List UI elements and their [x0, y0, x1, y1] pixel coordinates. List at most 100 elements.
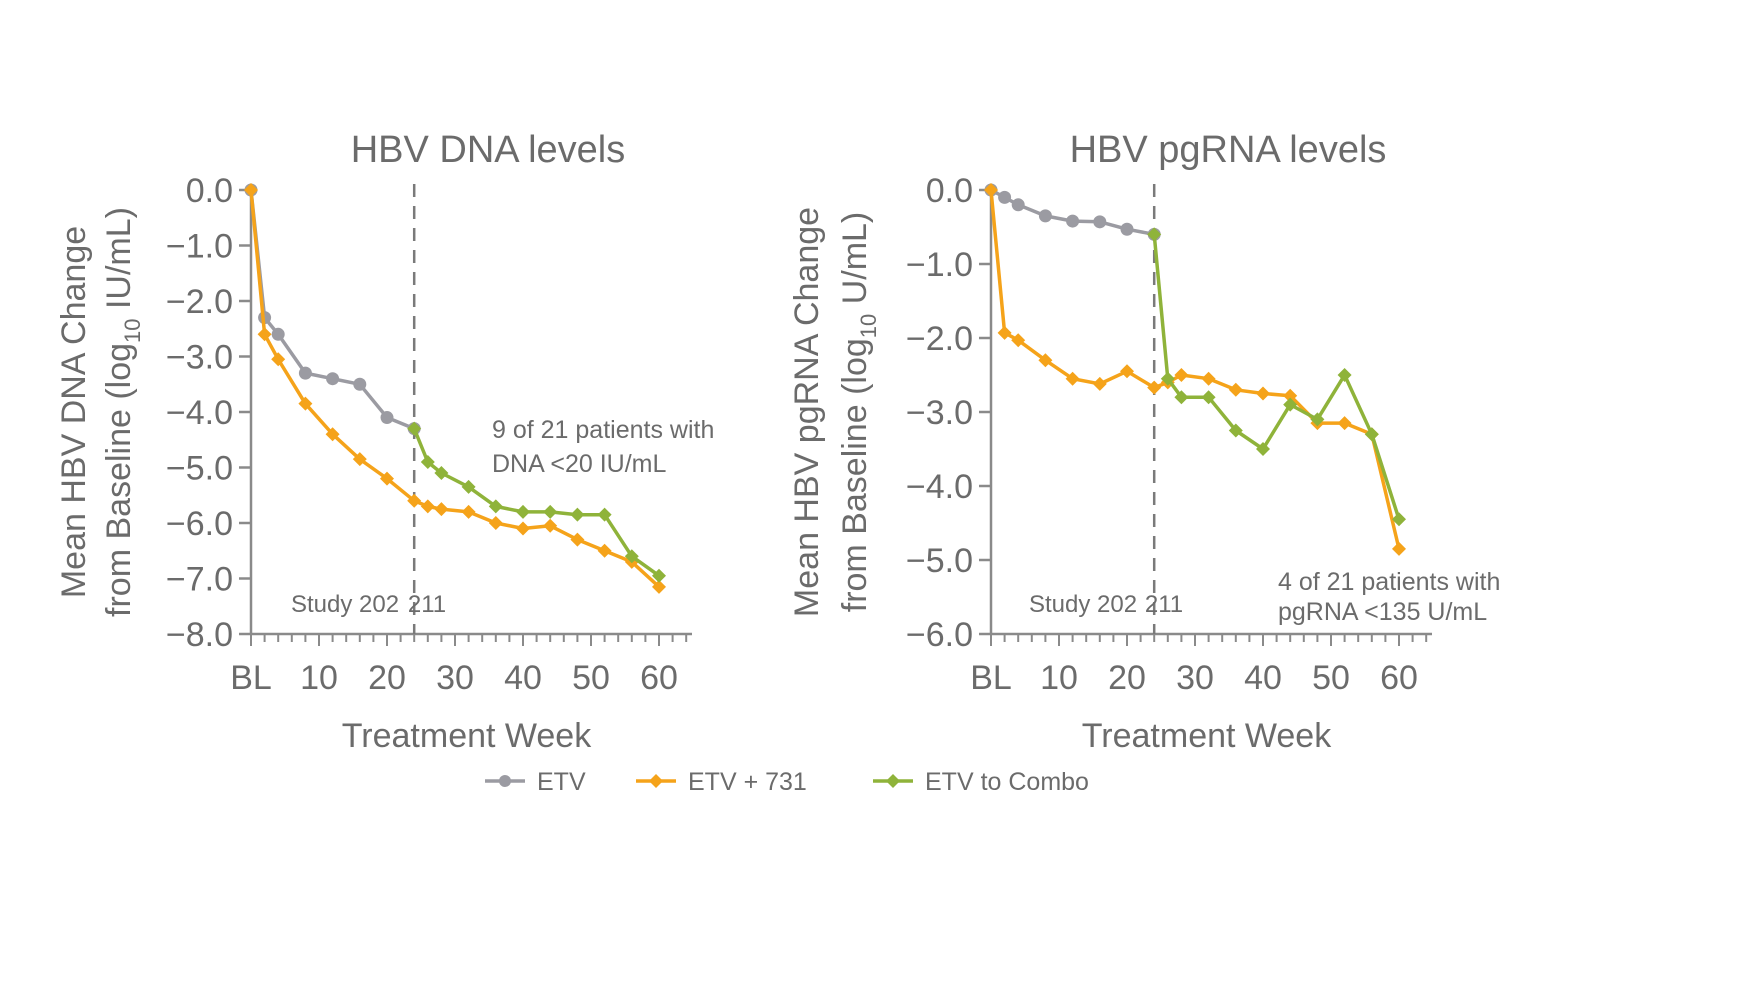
y-tick-label: −2.0 — [906, 320, 973, 358]
data-point-etv_731 — [1120, 364, 1134, 379]
x-tick-label: 60 — [1380, 659, 1418, 697]
pgrna-chart-panel: HBV pgRNA levels 0.0 −1.0 −2.0 −3.0 −4.0 −5.0 −… — [788, 129, 1500, 755]
data-point-etv_731 — [325, 427, 340, 442]
x-tick-label: 40 — [1244, 659, 1282, 697]
data-point-etv_731 — [1147, 380, 1162, 395]
data-point-etv — [998, 190, 1012, 204]
x-tick-label: 20 — [368, 659, 406, 697]
data-point-etv_combo — [488, 499, 503, 514]
study-202-label: Study 202 — [291, 591, 399, 618]
x-tick-label: 10 — [300, 659, 338, 697]
data-point-etv_combo — [1201, 390, 1216, 405]
data-point-etv_731 — [407, 493, 422, 508]
data-point-etv_combo — [1256, 442, 1270, 456]
data-point-etv_731 — [652, 579, 666, 594]
y-axis-label-unit: IU/mL) — [100, 207, 138, 318]
data-point-etv_731 — [434, 502, 449, 517]
data-point-etv_731 — [1092, 376, 1107, 391]
y-tick-label: −3.0 — [906, 394, 973, 432]
y-axis-label-text: from Baseline (log — [836, 338, 874, 612]
legend-marker-etv_731 — [649, 774, 663, 788]
data-point-etv_combo — [1310, 412, 1325, 427]
annotation-text: 9 of 21 patients with — [492, 416, 714, 444]
y-tick-label: −3.0 — [166, 339, 233, 377]
data-point-etv_combo — [516, 504, 530, 519]
y-tick-label: −8.0 — [166, 616, 233, 654]
data-point-etv_combo — [543, 504, 558, 519]
data-point-etv_combo — [624, 549, 639, 564]
data-point-etv_731 — [461, 504, 476, 519]
y-axis-label-text: from Baseline (log — [100, 343, 138, 617]
y-tick-label: −4.0 — [906, 468, 973, 506]
chart-legend: ETV ETV + 731 ETV to Combo — [485, 768, 1089, 796]
series-line-etv_731 — [989, 189, 1401, 550]
x-tick-label: BL — [970, 659, 1012, 697]
data-point-etv — [1011, 198, 1025, 212]
y-axis-label-line1: Mean HBV DNA Change — [55, 226, 93, 598]
y-tick-label: −1.0 — [166, 228, 233, 266]
y-axis-label-line1: Mean HBV pgRNA Change — [788, 207, 826, 617]
data-point-etv_combo — [434, 466, 449, 481]
y-tick-label: 0.0 — [926, 172, 973, 210]
x-tick-label: 60 — [640, 659, 678, 697]
y-tick-label: −5.0 — [166, 450, 233, 488]
y-tick-label: −7.0 — [166, 561, 233, 599]
x-axis-label: Treatment Week — [1082, 717, 1332, 755]
study-211-label: 211 — [408, 591, 446, 618]
y-tick-label: 0.0 — [186, 172, 233, 210]
dna-chart-panel: HBV DNA levels 0.0 −1.0 −2.0 −3.0 −4.0 −5.0 −6.… — [55, 129, 714, 755]
x-tick-label: 40 — [504, 659, 542, 697]
data-point-etv_combo — [597, 507, 612, 522]
data-point-etv_combo — [1337, 368, 1352, 382]
data-point-etv_combo — [1174, 390, 1189, 405]
data-point-etv — [271, 327, 285, 341]
data-point-etv_combo — [407, 421, 422, 436]
data-point-etv_731 — [516, 521, 530, 536]
data-point-etv_731 — [298, 396, 313, 411]
data-point-etv_731 — [257, 327, 272, 342]
x-tick-label: 20 — [1108, 659, 1146, 697]
data-point-etv_731 — [1011, 333, 1026, 348]
data-point-etv — [1093, 215, 1107, 229]
data-point-etv — [380, 411, 394, 425]
x-tick-label: 50 — [1312, 659, 1350, 697]
y-axis-label-subscript: 10 — [856, 314, 881, 338]
data-point-etv_731 — [543, 518, 558, 533]
series-line-etv — [249, 189, 415, 431]
data-point-etv_combo — [461, 479, 476, 494]
data-point-etv — [1120, 222, 1134, 236]
data-point-etv_combo — [652, 568, 666, 583]
data-point-etv_731 — [1174, 368, 1189, 382]
study-211-label: 211 — [1145, 591, 1183, 618]
data-point-etv_731 — [1228, 382, 1243, 397]
data-point-etv — [1066, 214, 1080, 228]
x-tick-label: 30 — [436, 659, 474, 697]
data-point-etv_731 — [984, 183, 998, 197]
data-point-etv_combo — [1364, 427, 1379, 442]
data-point-etv — [326, 372, 340, 386]
annotation-text: pgRNA <135 U/mL — [1278, 598, 1487, 626]
data-point-etv_731 — [352, 452, 367, 467]
legend-label-etv_731: ETV + 731 — [688, 768, 807, 796]
study-202-label: Study 202 — [1029, 591, 1137, 618]
data-point-etv_combo — [1283, 397, 1298, 412]
x-axis-label: Treatment Week — [342, 717, 592, 755]
x-tick-label: 10 — [1040, 659, 1078, 697]
data-point-etv_731 — [1283, 388, 1298, 403]
data-point-etv_731 — [488, 516, 503, 530]
y-axis-label-line2: from Baseline (log10 U/mL) — [836, 212, 881, 613]
data-point-etv_combo — [1160, 371, 1175, 386]
x-tick-label: 30 — [1176, 659, 1214, 697]
y-tick-label: −4.0 — [166, 394, 233, 432]
data-point-etv_731 — [1201, 371, 1216, 386]
x-tick-label: BL — [230, 659, 272, 697]
data-point-etv — [298, 366, 312, 380]
y-tick-label: −1.0 — [906, 246, 973, 284]
y-tick-label: −6.0 — [166, 505, 233, 543]
data-point-etv — [1038, 209, 1052, 223]
legend-label-etv: ETV — [537, 768, 586, 796]
chart-title: HBV pgRNA levels — [1070, 129, 1387, 171]
data-point-etv_combo — [420, 454, 435, 469]
data-point-etv_combo — [1392, 512, 1406, 527]
